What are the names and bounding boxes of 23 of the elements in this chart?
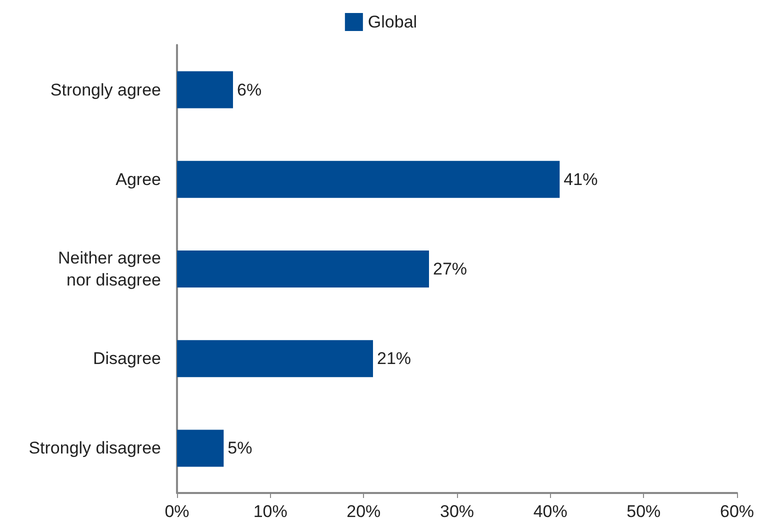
- data-label: 5%: [228, 438, 252, 458]
- x-tick-label: 50%: [626, 502, 661, 521]
- y-tick-label: Strongly agree: [50, 80, 161, 100]
- y-tick-label: Disagree: [92, 349, 161, 368]
- data-label: 21%: [377, 349, 412, 368]
- x-tick-label: 40%: [533, 502, 568, 521]
- y-tick-label: Strongly disagree: [28, 438, 161, 458]
- bar: [177, 71, 233, 108]
- x-tick-label: 30%: [440, 502, 474, 521]
- x-tick-label: 0%: [164, 502, 190, 521]
- bar: [177, 340, 373, 378]
- bar: [177, 250, 429, 288]
- x-tick-label: 10%: [253, 502, 288, 521]
- x-tick-label: 60%: [720, 502, 754, 521]
- y-tick-label: Agree: [116, 170, 161, 189]
- data-label: 6%: [237, 80, 262, 100]
- y-tick-label: Neither agree nor disagree: [58, 248, 161, 290]
- bar: [177, 430, 224, 467]
- data-label: 41%: [564, 170, 598, 189]
- bar: [177, 160, 560, 198]
- data-label: 27%: [433, 260, 468, 278]
- legend-label: Global: [368, 12, 418, 32]
- x-tick-label: 20%: [346, 502, 381, 521]
